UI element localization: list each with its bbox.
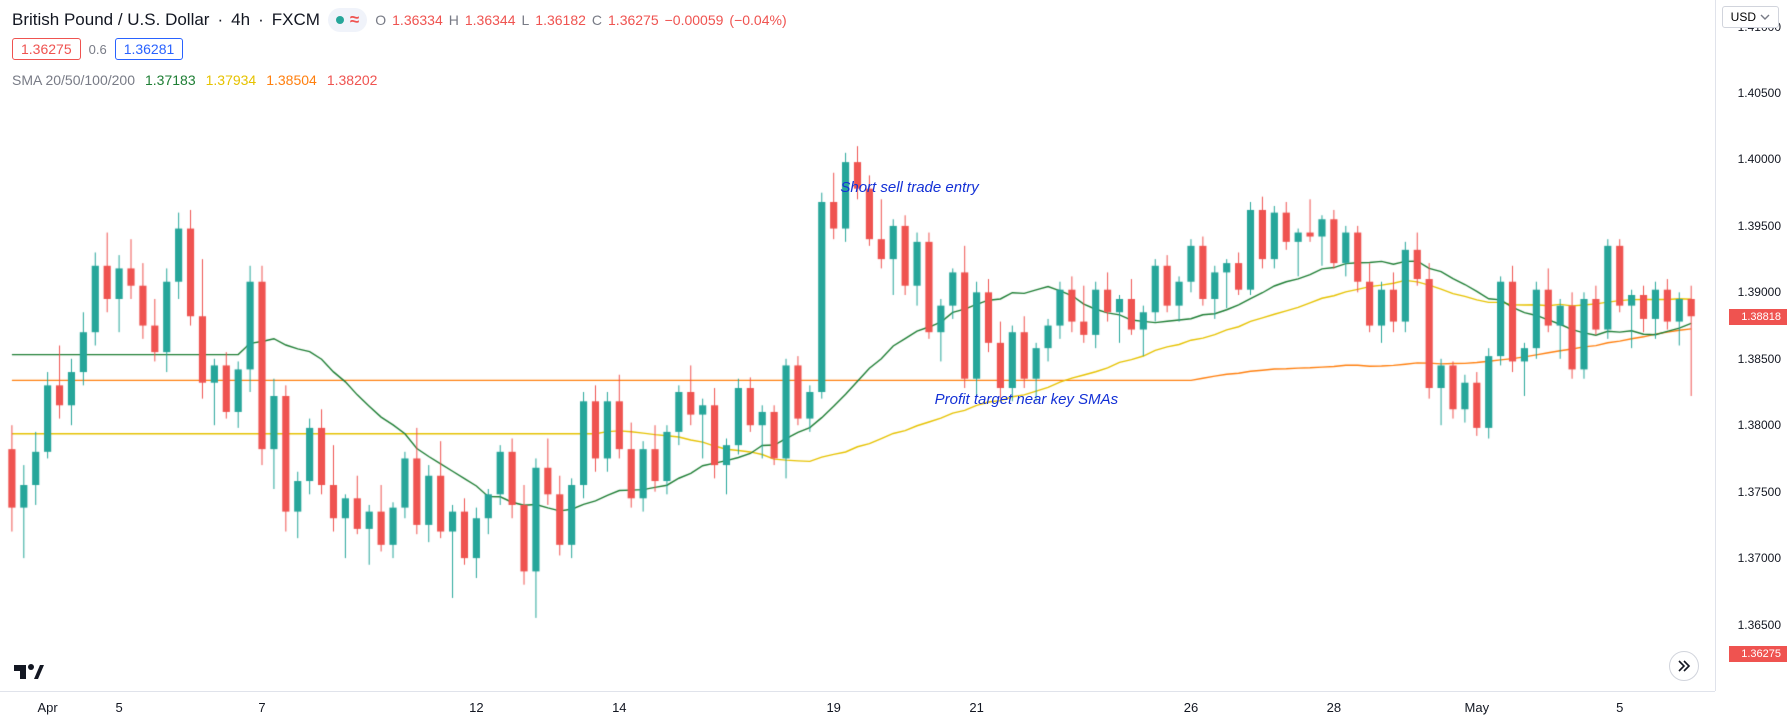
live-dot-icon <box>336 16 344 24</box>
chart-annotation[interactable]: Short sell trade entry <box>840 179 978 196</box>
sma50-value: 1.37934 <box>206 72 257 88</box>
price-axis[interactable]: 1.410001.405001.400001.395001.390001.385… <box>1715 0 1787 691</box>
time-tick: 21 <box>969 700 983 715</box>
spread-value: 0.6 <box>89 42 107 57</box>
tv-logo-icon <box>14 661 44 679</box>
time-tick: 14 <box>612 700 626 715</box>
wave-icon: ≈ <box>350 10 359 30</box>
sma200-value: 1.38202 <box>327 72 378 88</box>
price-tick: 1.40000 <box>1738 152 1781 166</box>
double-chevron-right-icon <box>1677 660 1691 672</box>
time-axis[interactable]: Apr 5 7 12 14 19 21 26 28 May 5 <box>0 691 1715 727</box>
price-tick: 1.39000 <box>1738 285 1781 299</box>
symbol-title[interactable]: British Pound / U.S. Dollar <box>12 10 209 30</box>
ohlc-c-value: 1.36275 <box>608 12 659 28</box>
price-tick: 1.37500 <box>1738 485 1781 499</box>
chart-canvas[interactable]: Short sell trade entry Profit target near… <box>0 0 1715 691</box>
timeframe-label[interactable]: 4h <box>231 10 250 30</box>
ohlc-c-label: C <box>592 12 602 28</box>
buy-price-box[interactable]: 1.36281 <box>115 38 184 60</box>
currency-selector[interactable]: USD <box>1722 6 1779 28</box>
chart-annotation[interactable]: Profit target near key SMAs <box>935 391 1118 408</box>
sma-label: SMA 20/50/100/200 <box>12 72 135 88</box>
status-badge: ≈ <box>328 8 367 32</box>
sma20-value: 1.37183 <box>145 72 196 88</box>
ohlc-readout: O 1.36334 H 1.36344 L 1.36182 C 1.36275 −0.0… <box>375 12 786 28</box>
time-tick: Apr <box>38 700 58 715</box>
price-tick: 1.38000 <box>1738 418 1781 432</box>
ohlc-change: −0.00059 <box>665 12 724 28</box>
tradingview-logo[interactable] <box>12 659 46 681</box>
time-tick: 19 <box>826 700 840 715</box>
sma-indicator-row[interactable]: SMA 20/50/100/200 1.37183 1.37934 1.3850… <box>12 72 377 88</box>
chart-header: British Pound / U.S. Dollar · 4h · FXCM … <box>12 8 787 32</box>
scroll-to-end-button[interactable] <box>1669 651 1699 681</box>
sell-price-box[interactable]: 1.36275 <box>12 38 81 60</box>
ohlc-h-label: H <box>449 12 459 28</box>
ohlc-l-value: 1.36182 <box>535 12 586 28</box>
bid-ask-panel: 1.36275 0.6 1.36281 <box>12 38 183 60</box>
currency-selector-label: USD <box>1731 10 1756 24</box>
candles-layer <box>0 0 1715 691</box>
ohlc-change-pct: (−0.04%) <box>729 12 786 28</box>
time-tick: 7 <box>258 700 265 715</box>
ohlc-h-value: 1.36344 <box>465 12 516 28</box>
ohlc-l-label: L <box>521 12 529 28</box>
time-tick: May <box>1465 700 1490 715</box>
time-tick: 28 <box>1327 700 1341 715</box>
price-tick: 1.36500 <box>1738 618 1781 632</box>
price-tag: 1.38818 <box>1729 309 1787 325</box>
sma100-value: 1.38504 <box>266 72 317 88</box>
time-tick: 5 <box>115 700 122 715</box>
price-tick: 1.38500 <box>1738 352 1781 366</box>
ohlc-o-label: O <box>375 12 386 28</box>
time-tick: 12 <box>469 700 483 715</box>
price-tick: 1.39500 <box>1738 219 1781 233</box>
broker-label[interactable]: FXCM <box>272 10 320 30</box>
ohlc-o-value: 1.36334 <box>392 12 443 28</box>
price-tag: 1.36275 <box>1729 646 1787 662</box>
price-tick: 1.40500 <box>1738 86 1781 100</box>
chevron-down-icon <box>1760 14 1770 20</box>
time-tick: 26 <box>1184 700 1198 715</box>
price-tick: 1.37000 <box>1738 551 1781 565</box>
time-tick: 5 <box>1616 700 1623 715</box>
